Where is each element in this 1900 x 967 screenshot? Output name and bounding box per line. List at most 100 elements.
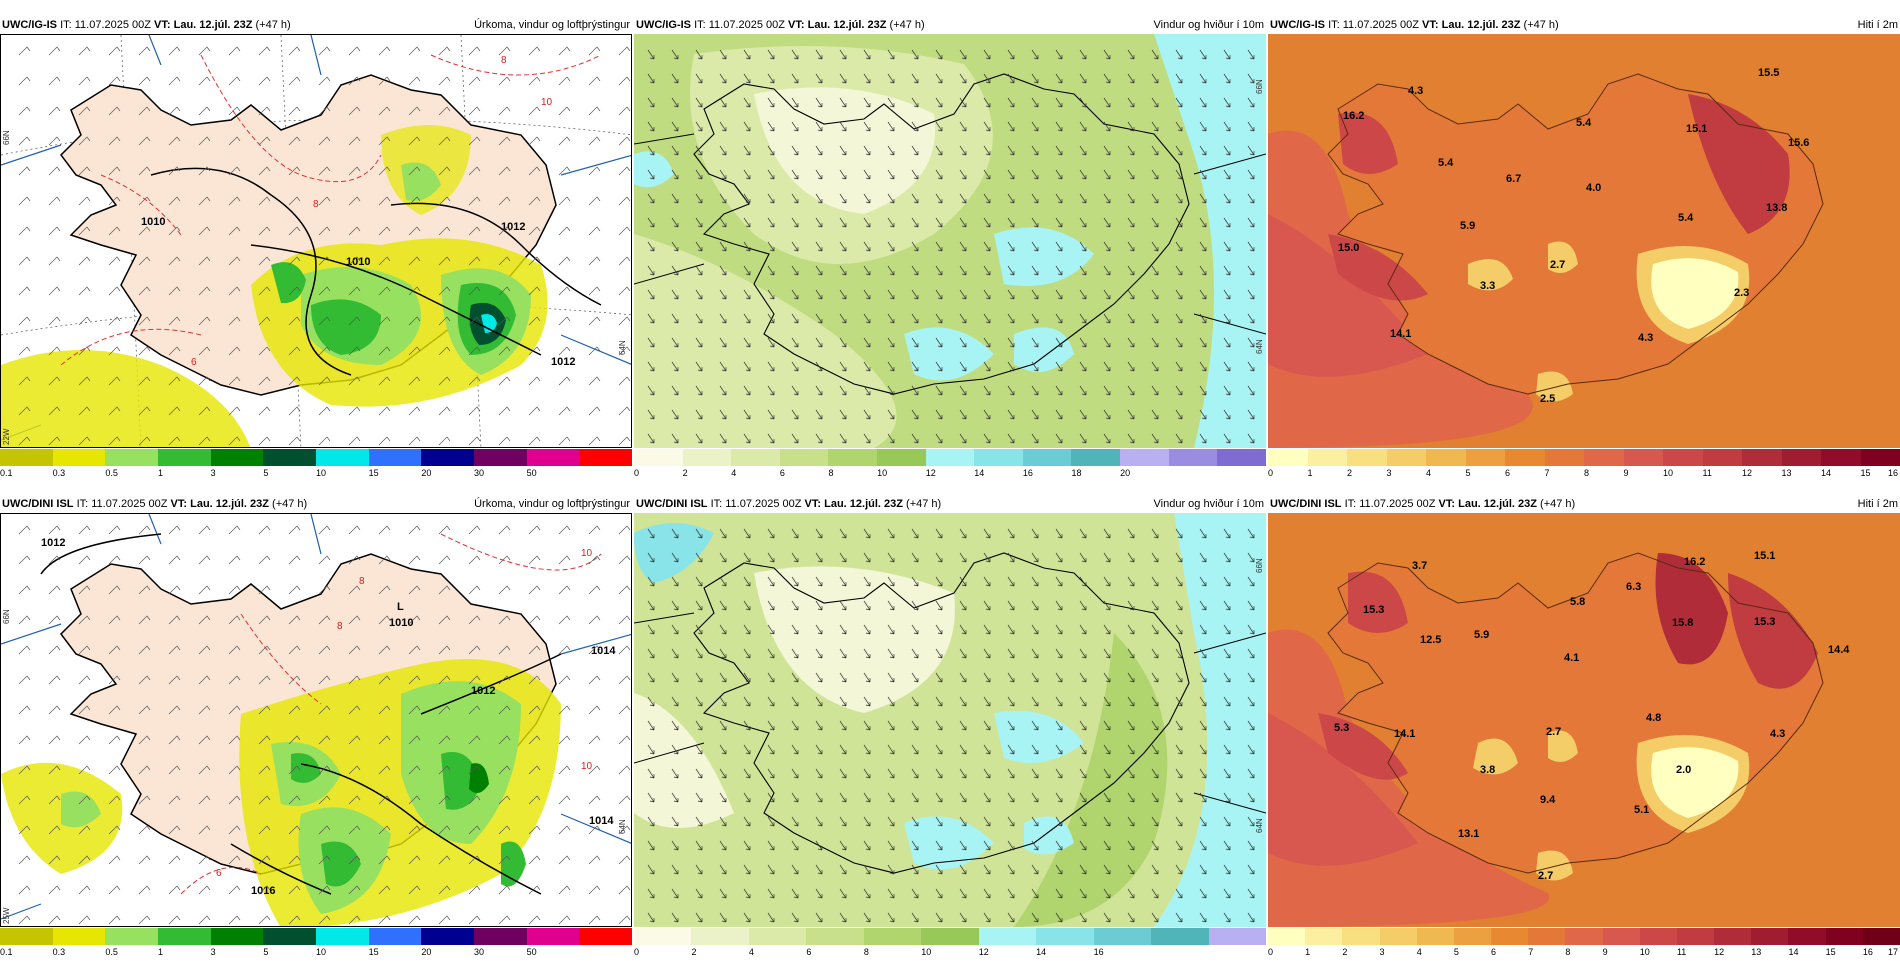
temp-value: 4.8 [1646,712,1661,724]
colorbar-tick: 14 [1821,467,1831,479]
lat-label: 64N [1255,339,1264,354]
temp-value: 5.4 [1438,157,1454,169]
colorbar-tick: 12 [1714,946,1724,958]
colorbar-tick: 15 [1826,946,1836,958]
colorbar-tick: 3 [1380,946,1385,958]
panel-header: UWC/IG-IS IT: 11.07.2025 00Z VT: Lau. 12… [1270,18,1898,32]
lead-time: (+47 h) [1540,498,1575,510]
temp-value: 15.8 [1672,617,1693,629]
colorbar-tick: 10 [877,467,887,479]
colorbar-tick: 8 [828,467,833,479]
temp-value: 6.3 [1626,581,1641,593]
valid-time-label: VT: [805,498,822,510]
isotherm-label: 8 [359,576,365,587]
colorbar-swatch [527,928,580,945]
colorbar-swatch [1342,928,1379,945]
colorbar-swatch [579,449,632,466]
valid-time: Lau. 12.júl. 23Z [808,19,887,31]
colorbar-swatch [1742,449,1782,466]
colorbar-tick: 14 [974,467,984,479]
colorbar-swatch [1454,928,1491,945]
colorbar-swatch [1209,928,1266,945]
colorbar-swatch [1268,928,1305,945]
temp-value: 16.2 [1684,556,1705,568]
colorbar-tick: 0 [634,946,639,958]
colorbar-swatch [1826,928,1863,945]
model-name: UWC/DINI ISL [2,498,74,510]
colorbar-swatch [1584,449,1624,466]
model-name: UWC/DINI ISL [636,498,708,510]
colorbar-swatch [53,449,106,466]
temp-value: 15.1 [1754,550,1775,562]
isotherm-label: 6 [191,357,197,368]
colorbar-swatch [158,928,211,945]
colorbar-tick: 1 [158,467,163,479]
panel-header: UWC/DINI ISL IT: 11.07.2025 00Z VT: Lau.… [636,497,1264,511]
colorbar-swatch [53,928,106,945]
colorbar-tick: 9 [1603,946,1608,958]
model-name: UWC/IG-IS [636,19,691,31]
colorbar-swatch [1387,449,1427,466]
temp-value: 2.7 [1538,870,1553,882]
lon-label: 22W [2,428,11,445]
colorbar-tick: 5 [263,946,268,958]
temp-value: 14.1 [1390,328,1411,340]
colorbar-tick: 16 [1023,467,1033,479]
temp-value: 4.3 [1638,332,1653,344]
colorbar-swatch [263,928,316,945]
colorbar-tick: 16 [1863,946,1873,958]
colorbar-tick: 2 [691,946,696,958]
colorbar-swatch [731,449,780,466]
temp-value: 14.4 [1828,644,1850,656]
colorbar-tick: 15 [369,467,379,479]
colorbar-swatch [1528,928,1565,945]
colorbar-tick: 6 [1505,467,1510,479]
colorbar-swatch [105,449,158,466]
colorbar-tick: 6 [780,467,785,479]
colorbar-tick: 11 [1703,467,1712,479]
init-time: IT: 11.07.2025 00Z [1328,19,1419,31]
valid-time: Lau. 12.júl. 23Z [1458,498,1537,510]
temp-value: 15.5 [1758,67,1779,79]
temp-value: 3.7 [1412,560,1427,572]
temp-value: 2.3 [1734,287,1749,299]
lead-time: (+47 h) [272,498,307,510]
colorbar-tick: 11 [1677,946,1686,958]
colorbar-swatch [1426,449,1466,466]
low-pressure-letter: L [397,601,404,613]
isobar-label: 1012 [501,221,525,233]
panel-title: Úrkoma, vindur og loftþrýstingur [474,18,630,32]
panel-title: Hiti í 2m [1858,497,1898,511]
colorbar-swatch [691,928,748,945]
colorbar-tick: 1 [1305,946,1310,958]
temp-value: 2.5 [1540,393,1555,405]
valid-time-label: VT: [1439,498,1456,510]
colorbar-tick: 10 [316,946,326,958]
colorbar-tick: 10 [1663,467,1673,479]
colorbar-swatch [1751,928,1788,945]
colorbar-swatch [1677,928,1714,945]
colorbar-tick: 8 [864,946,869,958]
valid-time-label: VT: [171,498,188,510]
colorbar-swatch [421,928,474,945]
panel-header: UWC/DINI ISL IT: 11.07.2025 00Z VT: Lau.… [2,497,630,511]
isotherm-label: 10 [541,97,553,108]
lat-label: 64N [618,819,627,834]
colorbar-tick: 2 [1342,946,1347,958]
colorbar-tick: 8 [1565,946,1570,958]
colorbar-tick: 15 [1861,467,1871,479]
colorbar-swatch [1023,449,1072,466]
colorbar-tick: 14 [1788,946,1798,958]
panel-header: UWC/DINI ISL IT: 11.07.2025 00Z VT: Lau.… [1270,497,1898,511]
model-name: UWC/DINI ISL [1270,498,1342,510]
colorbar-swatch [316,928,369,945]
colorbar-swatch [1120,449,1169,466]
colorbar-tick: 10 [921,946,931,958]
temp-value: 5.4 [1576,117,1592,129]
temp-value: 2.7 [1546,726,1561,738]
temp-value: 15.3 [1754,616,1775,628]
temp-value: 4.0 [1586,182,1601,194]
colorbar-swatch [1782,449,1822,466]
colorbar-swatch [1491,928,1528,945]
